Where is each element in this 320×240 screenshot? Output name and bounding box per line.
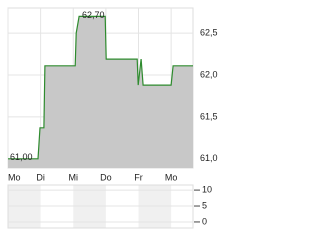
y-tick-label: 5 xyxy=(202,200,207,210)
chart: 61,0 61,5 62,0 62,5 Mo Di Mi Do Fr Mo 62,70 61,00 0 5… xyxy=(7,7,218,229)
x-tick-label: Di xyxy=(36,172,45,182)
y-tick-label: 0 xyxy=(202,216,207,226)
price-line xyxy=(8,15,193,160)
y-tick-label: 62,0 xyxy=(200,69,218,79)
area xyxy=(8,16,193,169)
x-tick-label: Mo xyxy=(8,172,21,182)
y-tick-label: 10 xyxy=(202,184,212,194)
x-tick-label: Mi xyxy=(69,172,79,182)
y-tick-label: 61,0 xyxy=(200,153,218,163)
x-tick-label: Do xyxy=(100,172,112,182)
page: 61,0 61,5 62,0 62,5 Mo Di Mi Do Fr Mo 62,70 61,00 0 5… xyxy=(7,7,218,229)
y-tick-label: 61,5 xyxy=(200,111,218,121)
min-label: 61,00 xyxy=(10,152,33,162)
y-tick-label: 62,5 xyxy=(200,28,218,38)
x-tick-label: Mo xyxy=(165,172,178,182)
max-label: 62,70 xyxy=(82,10,105,20)
x-tick-label: Fr xyxy=(134,172,143,182)
